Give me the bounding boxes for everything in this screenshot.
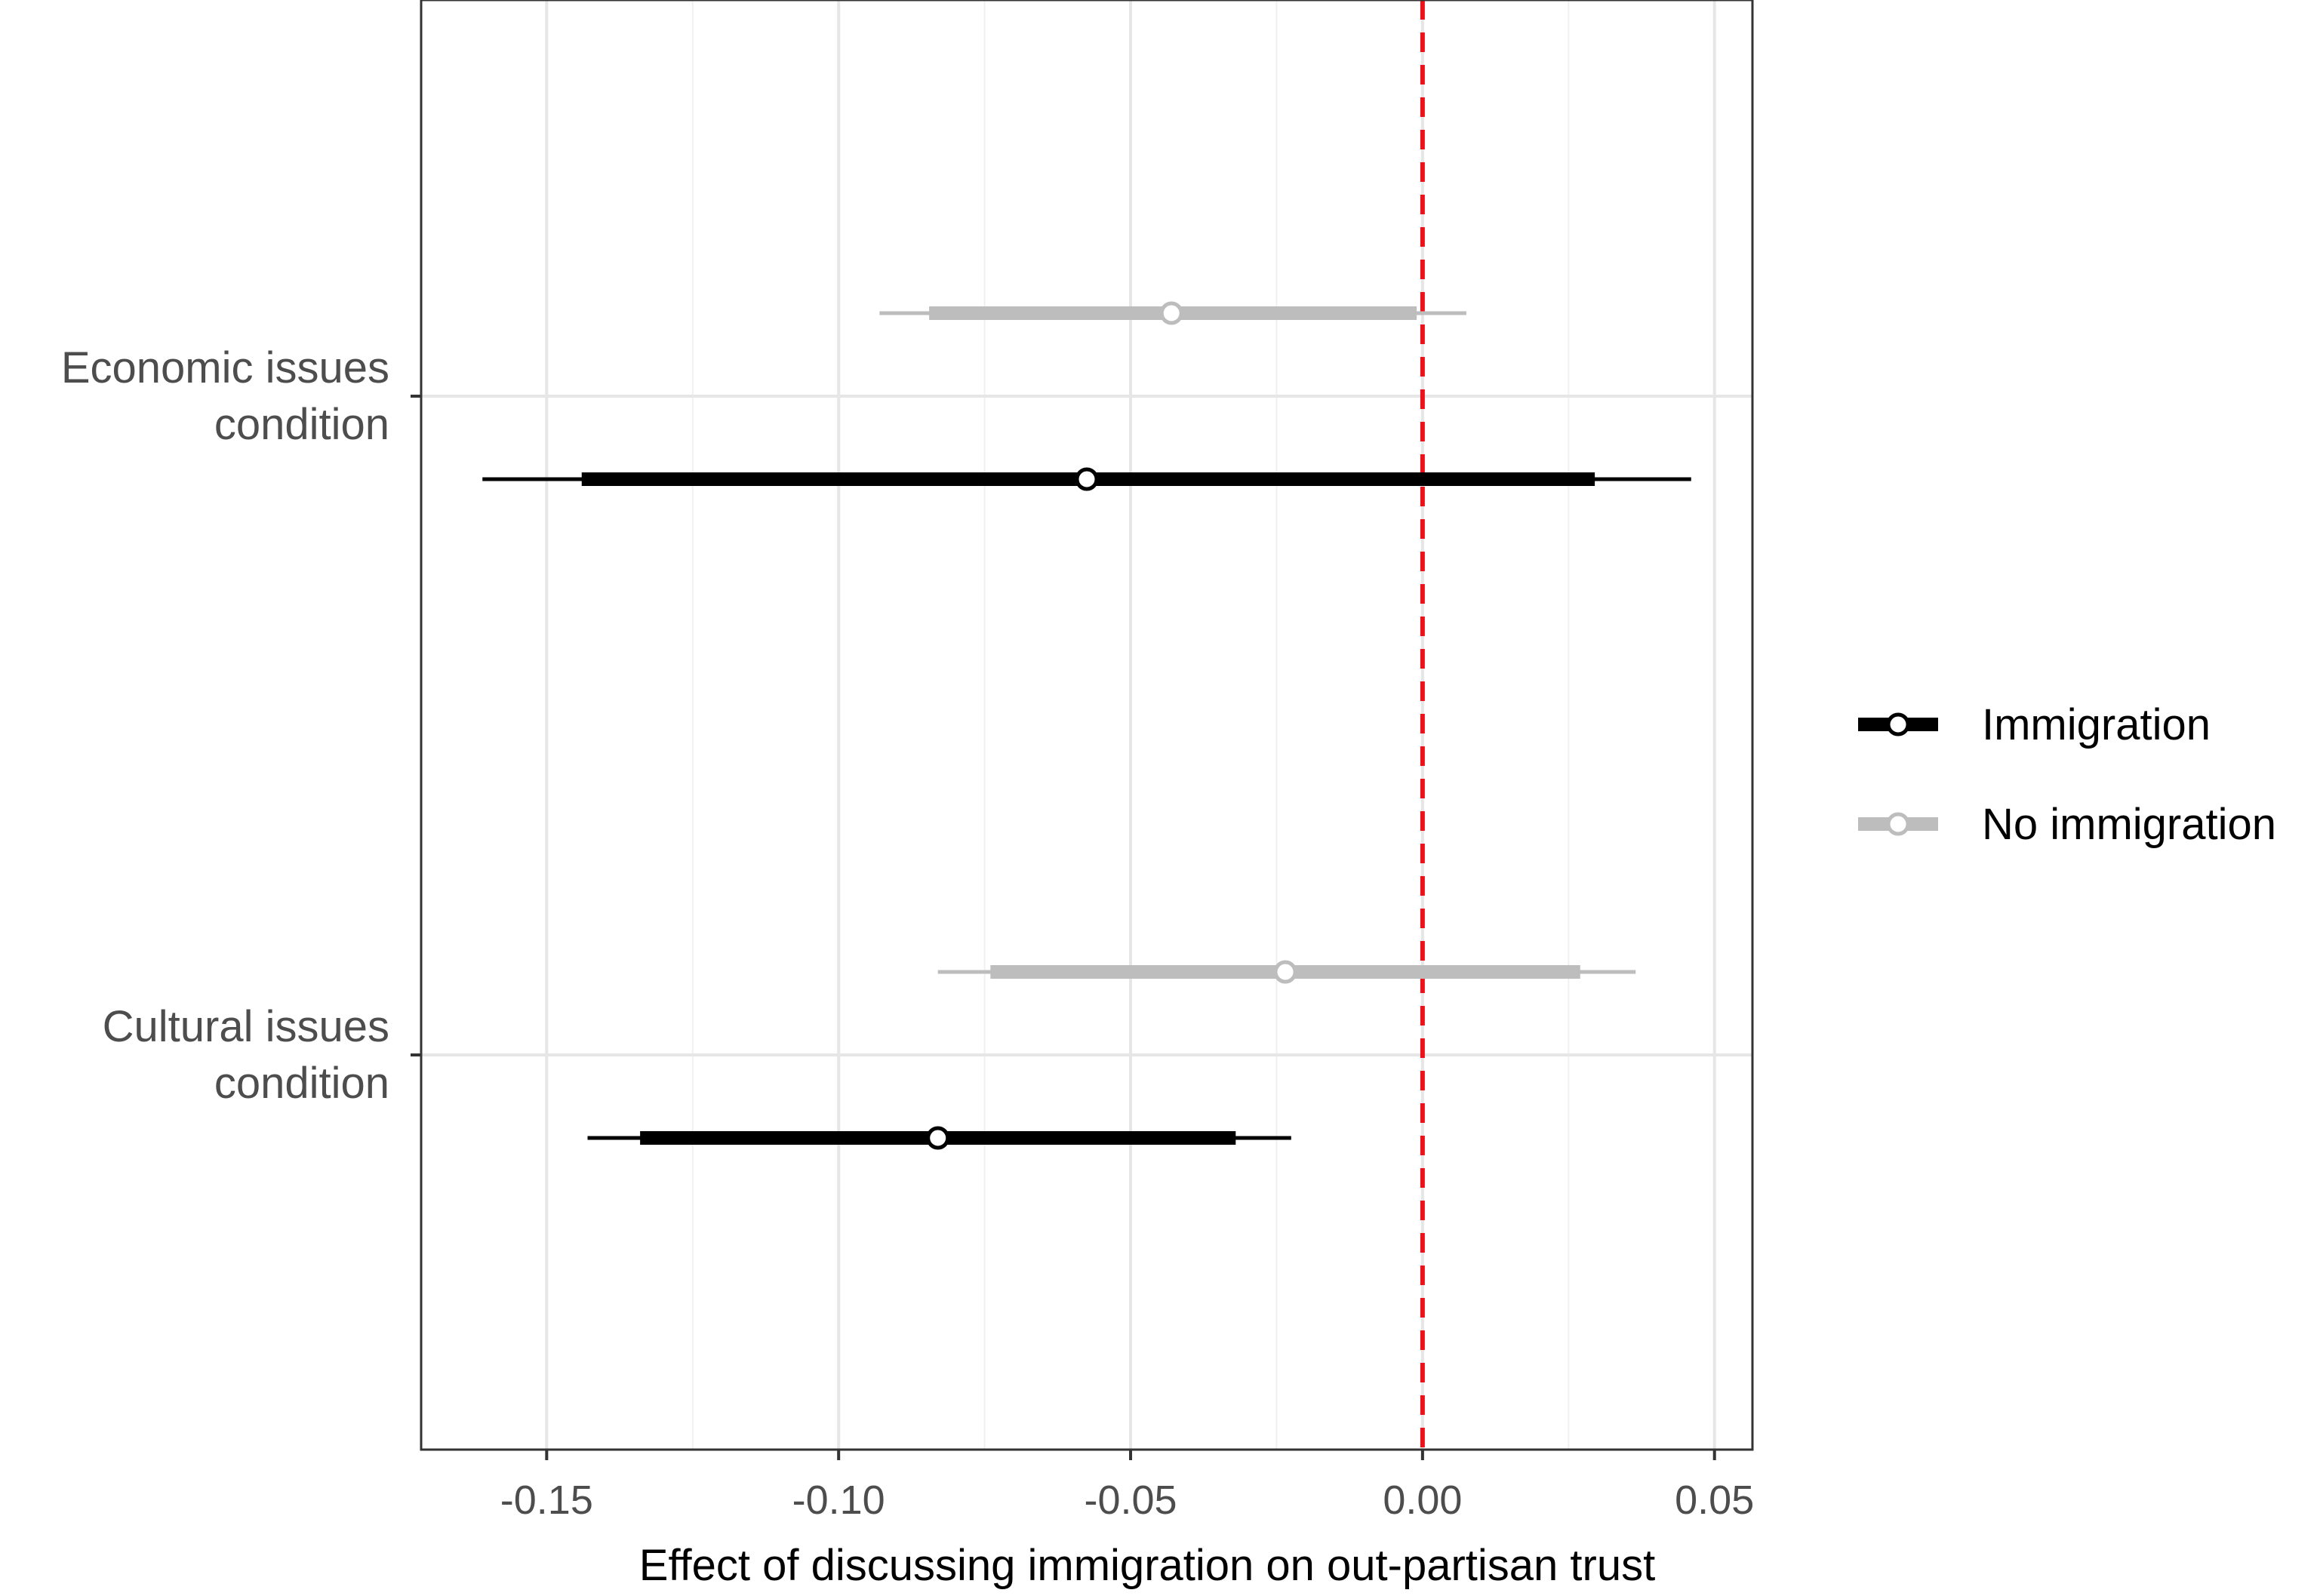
- point-estimate: [1273, 960, 1297, 984]
- plot-marks: [482, 301, 1691, 1150]
- x-tick-label: -0.15: [500, 1478, 593, 1523]
- axes: -0.15 -0.10 -0.05 0.00 0.05 Economic issues co…: [61, 343, 1754, 1523]
- x-tick-label: 0.05: [1675, 1478, 1754, 1523]
- x-tick-label: -0.05: [1084, 1478, 1177, 1523]
- point-estimate: [1075, 467, 1099, 491]
- legend-label: Immigration: [1982, 700, 2211, 749]
- legend: Immigration No immigration: [1858, 700, 2276, 849]
- legend-key-point: [1886, 712, 1910, 736]
- x-axis-title: Effect of discussing immigration on out-…: [639, 1541, 1655, 1590]
- x-tick-label: 0.00: [1383, 1478, 1462, 1523]
- legend-key-point: [1886, 812, 1910, 836]
- y-tick-label: Cultural issues condition: [103, 1002, 389, 1108]
- point-estimate: [1159, 301, 1183, 325]
- legend-label: No immigration: [1982, 800, 2276, 849]
- panel-border: [420, 0, 1754, 1451]
- point-estimate: [926, 1126, 950, 1150]
- grid-lines: [421, 0, 1752, 1450]
- x-tick-label: -0.10: [792, 1478, 885, 1523]
- y-tick-label: Economic issues condition: [61, 343, 389, 449]
